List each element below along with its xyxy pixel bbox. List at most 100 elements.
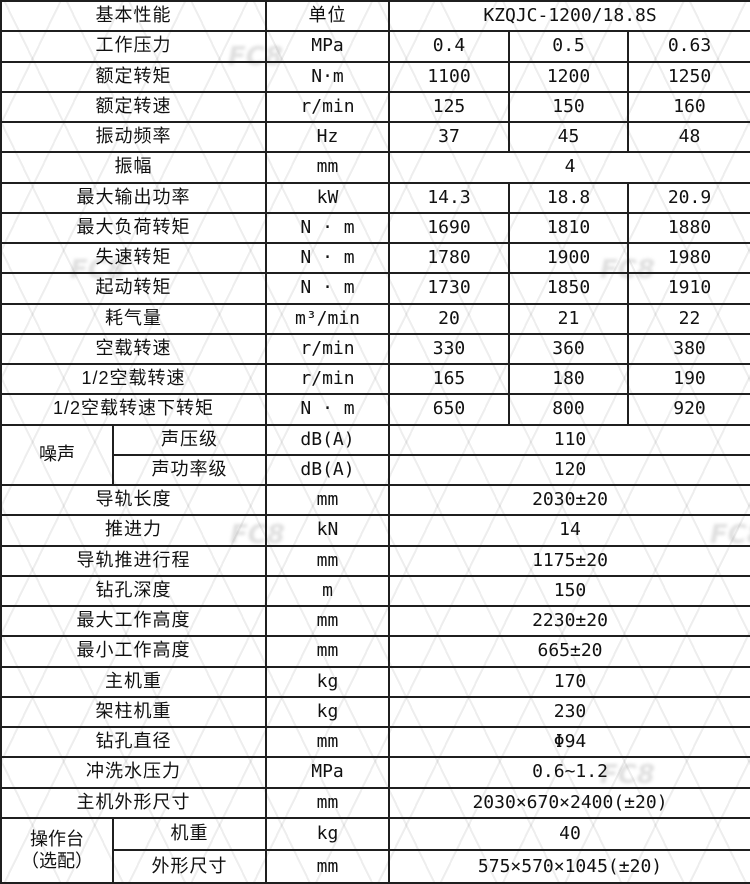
row-unit: N · m bbox=[265, 272, 390, 305]
row-value: 330 bbox=[388, 332, 510, 366]
row-unit: m³/min bbox=[265, 302, 390, 335]
row-value: 1250 bbox=[626, 60, 750, 93]
row-unit: kW bbox=[265, 181, 390, 214]
group-label-console: 操作台 （选配） bbox=[0, 816, 114, 884]
row-value: 110 bbox=[387, 423, 750, 456]
table-row: 最大输出功率 kW 14.3 18.8 20.9 bbox=[0, 181, 750, 214]
table-row: 导轨推进行程 mm 1175±20 bbox=[0, 544, 750, 577]
row-unit: kg bbox=[265, 816, 390, 852]
table-row: 最大工作高度 mm 2230±20 bbox=[0, 604, 750, 638]
row-value: 150 bbox=[387, 574, 750, 608]
row-sublabel: 外形尺寸 bbox=[112, 849, 267, 884]
table-row: 主机外形尺寸 mm 2030×670×2400(±20) bbox=[0, 786, 750, 819]
row-unit: N · m bbox=[265, 241, 390, 275]
table-row: 主机重 kg 170 bbox=[0, 665, 750, 698]
table-row: 最小工作高度 mm 665±20 bbox=[0, 635, 750, 668]
row-label: 最大工作高度 bbox=[0, 604, 267, 638]
row-value: 665±20 bbox=[387, 635, 750, 668]
row-unit: mm bbox=[265, 786, 390, 819]
row-value: Φ94 bbox=[387, 725, 750, 759]
group-label-noise: 噪声 bbox=[0, 423, 114, 486]
table-row-console: 操作台 （选配） 机重 kg 40 bbox=[0, 816, 750, 884]
row-unit: mm bbox=[265, 151, 390, 184]
row-value: 2030±20 bbox=[387, 483, 750, 517]
row-value: 920 bbox=[626, 393, 750, 426]
header-model: KZQJC-1200/18.8S bbox=[387, 0, 750, 33]
row-unit: r/min bbox=[265, 332, 390, 366]
row-unit: mm bbox=[265, 635, 390, 668]
row-value: 165 bbox=[388, 362, 510, 396]
row-value: 0.6~1.2 bbox=[387, 756, 750, 789]
row-label: 振动频率 bbox=[0, 120, 267, 154]
row-value: 45 bbox=[508, 120, 629, 154]
row-value: 360 bbox=[508, 332, 629, 366]
table-row: 空载转速 r/min 330 360 380 bbox=[0, 332, 750, 366]
table-row: 冲洗水压力 MPa 0.6~1.2 bbox=[0, 756, 750, 789]
row-value: 40 bbox=[387, 816, 750, 852]
row-value: 1900 bbox=[508, 241, 629, 275]
row-label: 工作压力 bbox=[0, 30, 267, 63]
row-label: 冲洗水压力 bbox=[0, 756, 267, 789]
row-unit: kN bbox=[265, 514, 390, 547]
row-unit: N · m bbox=[265, 211, 390, 245]
table-row-header: 基本性能 单位 KZQJC-1200/18.8S bbox=[0, 0, 750, 33]
table-row: 1/2空载转速下转矩 N · m 650 800 920 bbox=[0, 393, 750, 426]
row-unit: Hz bbox=[265, 120, 390, 154]
row-unit: MPa bbox=[265, 756, 390, 789]
row-label: 最大输出功率 bbox=[0, 181, 267, 214]
row-value: 2030×670×2400(±20) bbox=[387, 786, 750, 819]
row-sublabel: 声压级 bbox=[112, 423, 267, 456]
row-value: 1175±20 bbox=[387, 544, 750, 577]
row-label: 失速转矩 bbox=[0, 241, 267, 275]
row-value: 1980 bbox=[626, 241, 750, 275]
row-sublabel: 声功率级 bbox=[112, 453, 267, 487]
header-basic-performance: 基本性能 bbox=[0, 0, 267, 33]
row-unit: kg bbox=[265, 665, 390, 698]
row-value: 0.4 bbox=[388, 30, 510, 63]
group-label-console-line1: 操作台 bbox=[30, 828, 84, 849]
row-unit: mm bbox=[265, 604, 390, 638]
row-label: 振幅 bbox=[0, 151, 267, 184]
row-value: 1810 bbox=[508, 211, 629, 245]
row-value: 1880 bbox=[626, 211, 750, 245]
row-label: 最小工作高度 bbox=[0, 635, 267, 668]
row-label: 空载转速 bbox=[0, 332, 267, 366]
table-row: 起动转矩 N · m 1730 1850 1910 bbox=[0, 272, 750, 305]
row-label: 架柱机重 bbox=[0, 695, 267, 729]
row-value: 1730 bbox=[388, 272, 510, 305]
group-label-console-line2: （选配） bbox=[21, 851, 93, 872]
row-value: 18.8 bbox=[508, 181, 629, 214]
table-row-noise: 噪声 声压级 dB(A) 110 bbox=[0, 423, 750, 486]
row-unit: dB(A) bbox=[265, 453, 390, 487]
row-unit: r/min bbox=[265, 362, 390, 396]
row-value: 1200 bbox=[508, 60, 629, 93]
row-value: 1780 bbox=[388, 241, 510, 275]
table-row: 导轨长度 mm 2030±20 bbox=[0, 483, 750, 517]
row-value: 125 bbox=[388, 90, 510, 124]
table-row: 振幅 mm 4 bbox=[0, 151, 750, 184]
row-value: 14.3 bbox=[388, 181, 510, 214]
table-row: 钻孔直径 mm Φ94 bbox=[0, 725, 750, 759]
row-label: 额定转矩 bbox=[0, 60, 267, 93]
row-value: 380 bbox=[626, 332, 750, 366]
table-row: 1/2空载转速 r/min 165 180 190 bbox=[0, 362, 750, 396]
table-row: 最大负荷转矩 N · m 1690 1810 1880 bbox=[0, 211, 750, 245]
row-label: 钻孔深度 bbox=[0, 574, 267, 608]
row-value: 1690 bbox=[388, 211, 510, 245]
row-unit: mm bbox=[265, 483, 390, 517]
row-label: 钻孔直径 bbox=[0, 725, 267, 759]
table-row: 钻孔深度 m 150 bbox=[0, 574, 750, 608]
row-value: 180 bbox=[508, 362, 629, 396]
row-value: 230 bbox=[387, 695, 750, 729]
row-unit: MPa bbox=[265, 30, 390, 63]
row-value: 800 bbox=[508, 393, 629, 426]
table-row: 工作压力 MPa 0.4 0.5 0.63 bbox=[0, 30, 750, 63]
row-value: 575×570×1045(±20) bbox=[387, 849, 750, 884]
row-label: 导轨推进行程 bbox=[0, 544, 267, 577]
row-unit: dB(A) bbox=[265, 423, 390, 456]
row-value: 0.63 bbox=[626, 30, 750, 63]
row-value: 150 bbox=[508, 90, 629, 124]
table-row-console: 外形尺寸 mm 575×570×1045(±20) bbox=[1, 849, 750, 884]
row-label: 额定转速 bbox=[0, 90, 267, 124]
